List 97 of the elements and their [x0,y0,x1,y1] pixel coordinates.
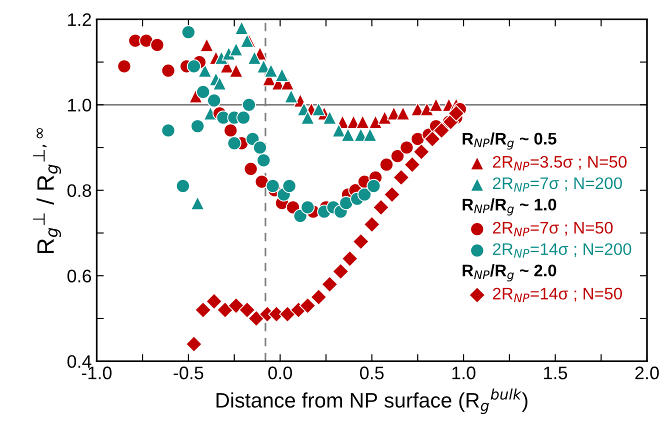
point [404,156,421,174]
point [252,140,268,155]
y-axis-title: R$_{g}$$^{⊥}$ / R$_{g}$$^{⊥,∞}$ [33,128,62,254]
point [363,216,380,233]
point [227,136,242,150]
point [216,302,234,318]
point [186,59,202,74]
point [332,123,346,138]
point [372,198,390,216]
y-tick-label: 1.2 [68,13,91,26]
point [247,50,262,65]
x-axis-title: Distance from NP surface (R$_{g}$$^{bulk}$) [216,388,528,414]
x-tick-label: 1.5 [544,366,568,380]
point [341,250,358,268]
y-tick-label: 0.4 [67,355,92,368]
point [312,102,326,116]
point [339,196,354,210]
point [412,143,430,160]
point [366,178,381,194]
point [200,38,214,52]
point [340,128,356,142]
point [332,263,350,280]
point [256,153,271,168]
point [194,302,212,318]
point [176,178,190,194]
point [300,200,315,214]
point [384,186,400,203]
point [212,76,227,91]
point [321,276,338,293]
point [420,102,434,116]
point [424,130,441,148]
point [396,106,410,120]
point [228,297,245,314]
point [150,38,164,52]
point [392,169,410,186]
point [139,34,154,48]
point [310,288,328,306]
point [266,178,280,194]
y-tick-label: 0.8 [67,184,92,197]
point [190,119,205,134]
point [190,196,205,210]
point [242,98,256,112]
point [196,84,210,100]
point [300,110,315,125]
point [198,64,212,78]
annotation: R$_{NP}$/R$_{g}$ ~ 1.0 [462,198,556,216]
point [433,122,450,139]
legend-label: 2R$_{NP}$=7σ ; N=200 [492,177,622,192]
legend-label: 2R$_{NP}$=7σ ; N=50 [492,222,613,236]
point [244,162,258,176]
x-tick-label: -0.5 [174,366,204,380]
point [322,110,337,125]
point [357,187,372,202]
point [282,178,296,194]
point [206,292,223,310]
point [379,158,394,172]
point [234,20,249,35]
point [410,132,425,146]
x-tick-label: 2.0 [635,366,659,380]
point [181,25,196,40]
x-tick-label: 1.0 [452,366,476,380]
point [229,64,244,78]
point [254,174,269,189]
y-tick-label: 1.0 [68,98,92,112]
point [117,59,132,74]
point [368,114,383,129]
point [400,140,414,155]
point [224,123,238,138]
point [279,306,296,323]
point [352,233,370,250]
point [248,310,265,327]
x-tick-label: 0.0 [268,366,292,380]
point [161,64,176,78]
legend-label: 2R$_{NP}$=14σ ; N=200 [492,243,632,258]
point [356,114,370,129]
annotation: R$_{NP}$/R$_{g}$ ~ 0.5 [462,132,556,150]
point [238,302,256,318]
point [390,149,405,164]
legend-label: 2R$_{NP}$=3.5σ ; N=50 [492,156,627,170]
legend-label: 2R$_{NP}$=14σ ; N=50 [492,288,622,302]
point [299,297,316,314]
point [362,128,378,142]
point [161,123,176,138]
point [186,336,202,353]
annotation: R$_{NP}$/R$_{g}$ ~ 2.0 [462,264,556,282]
x-tick-label: 0.5 [360,366,384,380]
point [207,93,222,108]
point [274,68,290,82]
point [448,104,465,122]
point [236,110,251,125]
x-tick-label: -1.0 [82,366,112,380]
point [428,98,444,112]
y-tick-label: 0.6 [67,270,92,282]
point [264,64,278,78]
point [229,42,244,56]
point [284,89,298,104]
point [378,110,392,125]
